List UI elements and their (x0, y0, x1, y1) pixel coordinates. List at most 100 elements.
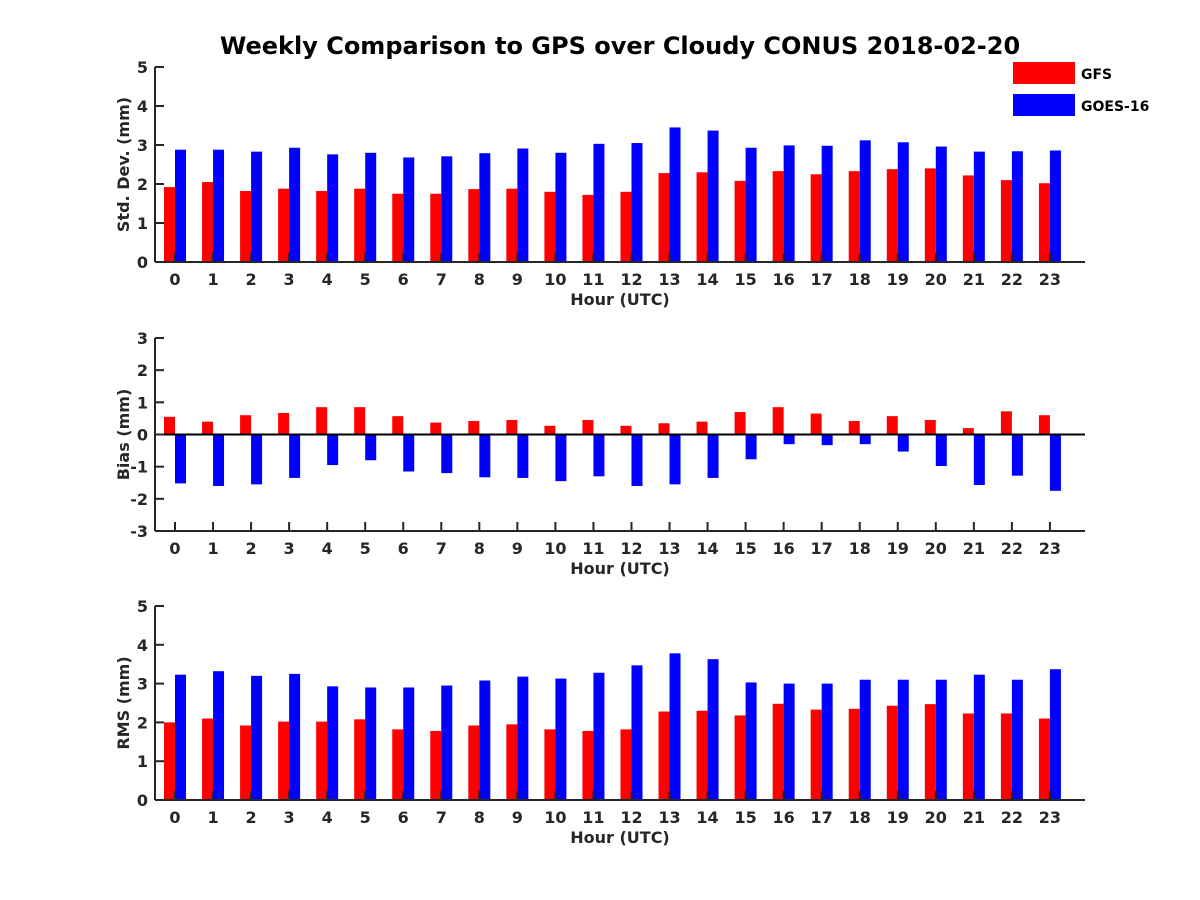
x-tick-label: 1 (207, 270, 218, 289)
bar-gfs-hour-0 (164, 722, 175, 800)
x-tick-label: 0 (169, 270, 180, 289)
y-axis-label: RMS (mm) (114, 656, 133, 749)
bar-goes16-hour-3 (289, 673, 301, 800)
bar-goes16-hour-3 (289, 147, 301, 262)
bar-goes16-hour-21 (973, 151, 985, 262)
x-tick-label: 3 (284, 270, 295, 289)
bar-gfs-hour-11 (582, 730, 594, 800)
bar-goes16-hour-16 (783, 145, 795, 262)
y-tick-label: 3 (137, 675, 148, 694)
bar-goes16-hour-20 (935, 679, 947, 800)
bar-goes16-hour-23 (1049, 150, 1061, 262)
bar-goes16-hour-7 (441, 434, 453, 474)
bar-gfs-hour-8 (468, 420, 480, 435)
x-tick-label: 8 (474, 539, 485, 558)
bar-gfs-hour-13 (658, 423, 670, 435)
x-tick-label: 16 (773, 808, 795, 827)
bar-gfs-hour-10 (544, 191, 556, 262)
x-tick-label: 9 (512, 539, 523, 558)
y-tick-label: 2 (137, 361, 148, 380)
bar-gfs-hour-17 (810, 174, 822, 262)
y-tick-label: -2 (130, 490, 148, 509)
y-tick-label: -3 (130, 522, 148, 541)
bar-gfs-hour-20 (924, 420, 936, 435)
y-tick-label: 3 (137, 136, 148, 155)
y-tick-label: 0 (137, 791, 148, 810)
x-tick-label: 22 (1001, 270, 1023, 289)
x-tick-label: 20 (925, 539, 947, 558)
legend-label-goes16: GOES-16 (1081, 99, 1149, 115)
bar-gfs-hour-16 (772, 171, 784, 262)
bar-gfs-hour-2 (240, 725, 252, 800)
bar-goes16-hour-5 (365, 687, 377, 800)
bar-goes16-hour-0 (175, 434, 186, 484)
bar-goes16-hour-10 (555, 152, 567, 262)
bar-goes16-hour-23 (1049, 669, 1061, 800)
bar-gfs-hour-20 (924, 704, 936, 800)
bar-goes16-hour-6 (403, 157, 415, 262)
bar-goes16-hour-22 (1011, 434, 1023, 476)
legend: GFS GOES-16 (1013, 62, 1149, 116)
bar-gfs-hour-16 (772, 703, 784, 800)
bar-goes16-hour-8 (479, 434, 491, 478)
bar-gfs-hour-9 (506, 724, 518, 800)
x-tick-label: 12 (620, 808, 642, 827)
x-tick-label: 13 (658, 270, 680, 289)
bar-gfs-hour-5 (354, 407, 366, 435)
bar-gfs-hour-8 (468, 725, 480, 800)
x-tick-label: 11 (582, 539, 604, 558)
bar-gfs-hour-16 (772, 407, 784, 435)
bar-goes16-hour-9 (517, 676, 529, 800)
bar-gfs-hour-5 (354, 719, 366, 800)
x-tick-label: 3 (284, 539, 295, 558)
x-tick-label: 6 (398, 539, 409, 558)
x-tick-label: 10 (544, 270, 566, 289)
bar-gfs-hour-17 (810, 709, 822, 800)
y-tick-label: 1 (137, 752, 148, 771)
x-tick-label: 14 (696, 808, 718, 827)
bar-gfs-hour-14 (696, 172, 708, 262)
bar-goes16-hour-15 (745, 682, 757, 800)
bar-goes16-hour-14 (707, 659, 719, 800)
bar-goes16-hour-1 (213, 149, 225, 262)
bar-gfs-hour-15 (734, 411, 746, 435)
x-tick-label: 4 (322, 808, 333, 827)
bar-gfs-hour-12 (620, 191, 632, 262)
x-tick-label: 13 (658, 808, 680, 827)
bar-goes16-hour-17 (821, 145, 833, 262)
bar-goes16-hour-2 (251, 675, 263, 800)
x-tick-label: 5 (360, 808, 371, 827)
x-tick-label: 9 (512, 808, 523, 827)
y-axis-label: Std. Dev. (mm) (114, 97, 133, 232)
bar-goes16-hour-13 (669, 653, 681, 800)
x-tick-label: 0 (169, 539, 180, 558)
bar-gfs-hour-2 (240, 191, 252, 262)
bar-goes16-hour-20 (935, 146, 947, 262)
y-tick-label: 4 (137, 97, 148, 116)
x-tick-label: 8 (474, 270, 485, 289)
x-tick-label: 7 (436, 808, 447, 827)
x-tick-label: 18 (849, 539, 871, 558)
bar-gfs-hour-11 (582, 420, 594, 435)
bar-gfs-hour-19 (886, 416, 898, 435)
bar-gfs-hour-6 (392, 193, 404, 262)
x-tick-label: 2 (246, 539, 257, 558)
x-tick-label: 21 (963, 539, 985, 558)
x-tick-label: 19 (887, 808, 909, 827)
bar-gfs-hour-18 (848, 171, 860, 262)
y-axis-label: Bias (mm) (114, 389, 133, 481)
bar-goes16-hour-18 (859, 140, 871, 262)
bar-gfs-hour-21 (962, 428, 974, 435)
x-tick-label: 5 (360, 539, 371, 558)
bar-goes16-hour-5 (365, 434, 377, 461)
bar-goes16-hour-14 (707, 434, 719, 478)
bar-goes16-hour-7 (441, 156, 453, 262)
x-tick-label: 2 (246, 270, 257, 289)
bar-goes16-hour-9 (517, 148, 529, 262)
bar-gfs-hour-10 (544, 425, 556, 435)
x-tick-label: 17 (811, 808, 833, 827)
bar-gfs-hour-18 (848, 420, 860, 435)
